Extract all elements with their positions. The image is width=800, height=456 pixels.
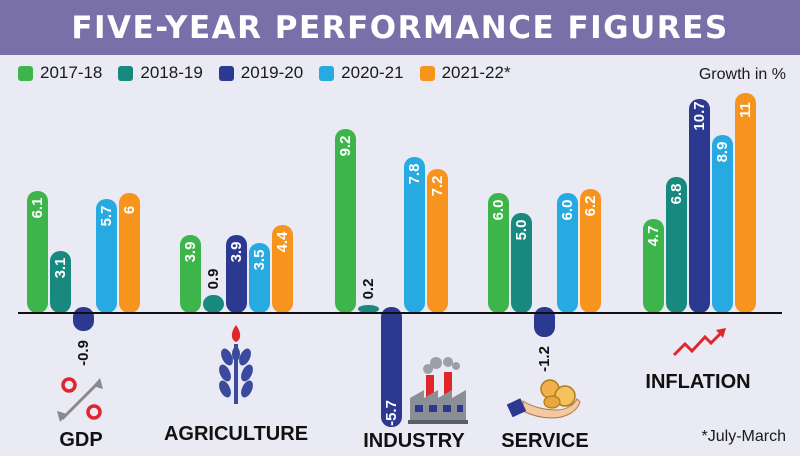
legend-swatch <box>319 65 335 81</box>
bar <box>488 193 509 313</box>
legend-item: 2018-19 <box>118 63 203 83</box>
legend-label: 2018-19 <box>140 63 203 82</box>
bar <box>689 99 710 313</box>
value-label: 7.8 <box>406 164 423 185</box>
category-labels: GDP AGRICULTURE INDUSTRY SERVICE INFLATION <box>59 371 750 452</box>
legend-swatch <box>18 65 33 81</box>
bar <box>226 235 247 313</box>
bar <box>643 219 664 313</box>
legend-item: 2019-20 <box>218 63 304 83</box>
bar <box>119 193 140 313</box>
footnote: *July-March <box>701 428 786 445</box>
value-label: 8.9 <box>714 142 731 163</box>
bar <box>534 307 555 337</box>
legend-label: 2017-18 <box>40 63 103 82</box>
bar <box>73 307 94 331</box>
legend-item: 2020-21 <box>319 63 404 83</box>
value-label: 3.1 <box>52 258 69 279</box>
value-label: 0.9 <box>205 269 222 290</box>
bar <box>712 135 733 313</box>
bar <box>511 213 532 313</box>
bar <box>96 199 117 313</box>
bar <box>427 169 448 313</box>
category-label: AGRICULTURE <box>164 423 308 445</box>
legend-label: 2020-21 <box>341 63 404 82</box>
value-label: 7.2 <box>429 176 446 197</box>
bar <box>335 129 356 313</box>
value-label: 4.4 <box>274 231 291 253</box>
bar <box>180 235 201 313</box>
bar <box>27 191 48 313</box>
category-label: INFLATION <box>645 371 750 393</box>
bar <box>203 295 224 313</box>
category-label: INDUSTRY <box>363 430 465 452</box>
bar <box>272 225 293 313</box>
value-label: 9.2 <box>337 136 354 157</box>
value-label: 6.8 <box>668 184 685 205</box>
value-label: 6.0 <box>490 200 507 221</box>
legend-swatch <box>118 65 134 81</box>
value-label: 11 <box>737 102 754 118</box>
factory-icon <box>408 357 468 424</box>
category-label: GDP <box>59 429 102 451</box>
percent-icon <box>57 377 103 422</box>
bar <box>249 243 270 313</box>
legend: 2017-18 2018-19 2019-20 2020-21 2021-22* <box>18 63 527 83</box>
legend-item: 2021-22* <box>419 63 511 83</box>
unit-label: Growth in % <box>698 66 786 83</box>
header-banner: FIVE-YEAR PERFORMANCE FIGURES <box>0 0 800 55</box>
bar <box>358 305 379 313</box>
value-label: 6 <box>121 206 138 214</box>
legend-swatch <box>419 65 435 81</box>
bar <box>557 193 578 313</box>
value-label: 6.2 <box>582 196 599 217</box>
bar <box>381 307 402 427</box>
value-label: 10.7 <box>691 101 708 130</box>
value-label: -5.7 <box>383 400 400 426</box>
value-label: -1.2 <box>536 346 553 372</box>
value-label: -0.9 <box>75 340 92 366</box>
value-label: 5.0 <box>513 220 530 241</box>
value-label: 4.7 <box>645 226 662 247</box>
coins-hand-icon <box>506 379 581 419</box>
value-label: 3.9 <box>182 242 199 263</box>
bar <box>735 93 756 313</box>
bar <box>50 251 71 313</box>
chart-title: FIVE-YEAR PERFORMANCE FIGURES <box>71 9 729 46</box>
bar <box>580 189 601 313</box>
bar <box>404 157 425 313</box>
bar <box>666 177 687 313</box>
legend-swatch <box>218 65 234 81</box>
value-label: 3.9 <box>228 242 245 263</box>
value-label: 6.0 <box>559 200 576 221</box>
legend-label: 2021-22* <box>441 63 511 82</box>
bars-layer: 6.1 3.1 -0.9 5.7 6 3.9 0.9 3.9 3.5 4.4 9.2 0.2 -5.7 7… <box>27 93 756 427</box>
rising-arrow-icon <box>672 328 726 357</box>
wheat-icon <box>219 325 253 404</box>
value-label: 3.5 <box>251 250 268 271</box>
legend-label: 2019-20 <box>240 63 304 82</box>
value-label: 6.1 <box>29 198 46 219</box>
category-label: SERVICE <box>501 430 588 452</box>
legend-item: 2017-18 <box>18 63 102 83</box>
value-label: 5.7 <box>98 206 115 227</box>
value-label: 0.2 <box>360 279 377 300</box>
